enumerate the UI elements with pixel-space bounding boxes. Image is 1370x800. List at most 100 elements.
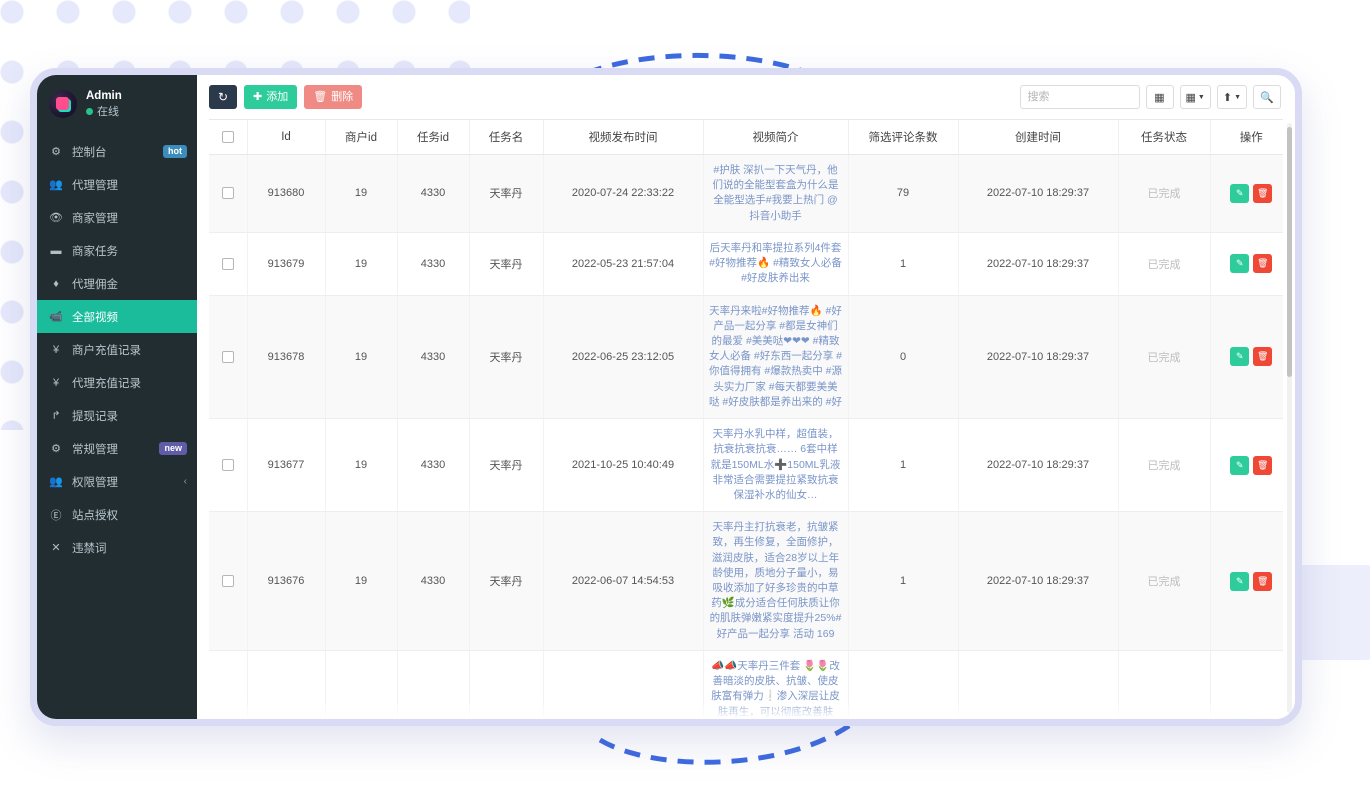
sidebar-item-12[interactable]: ✕ 违禁词	[37, 531, 197, 564]
status-badge: 已完成	[1147, 460, 1181, 473]
sidebar-item-11[interactable]: Ⓔ 站点授权	[37, 498, 197, 531]
sidebar-item-5[interactable]: 📹 全部视频	[37, 300, 197, 334]
sidebar-item-label: 提现记录	[72, 410, 118, 423]
add-button-label: 添加	[266, 90, 289, 103]
cell-task_name: 天率丹	[468, 154, 543, 233]
sidebar-item-3[interactable]: ▬ 商家任务	[37, 234, 197, 267]
table-row[interactable]: 913679 19 4330 天率丹 2022-05-23 21:57:04 后天率丹和率…	[209, 232, 1283, 296]
sidebar-item-7[interactable]: ¥ 代理充值记录	[37, 366, 197, 399]
table-row[interactable]: 913677 19 4330 天率丹 2021-10-25 10:40:49 天率丹水乳中…	[209, 418, 1283, 513]
columns-toggle-button[interactable]: ▦	[1145, 85, 1174, 109]
video-description[interactable]: 后天率丹和率提拉系列4件套#好物推荐🔥 #精致女人必备 #好皮肤养出来	[709, 241, 842, 285]
vertical-scrollbar-thumb[interactable]	[1287, 127, 1292, 377]
sidebar-user-profile[interactable]: Admin 在线	[37, 75, 197, 131]
sidebar-item-0[interactable]: ⚙ 控制台 hot	[37, 135, 197, 168]
video-description[interactable]: #护肤 深扒一下天气丹，他们说的全能型套盒为什么是全能型选手#我要上热门 @抖音…	[712, 164, 839, 222]
edit-row-button[interactable]: ✎	[1230, 571, 1250, 591]
refresh-button[interactable]: ↻	[209, 85, 237, 109]
table-row[interactable]: 913675194330天率丹2022-06-12 17:50:48📣📣天率丹三…	[209, 650, 1283, 719]
video-description[interactable]: 天率丹来啦#好物推荐🔥 #好产品一起分享 #都是女神们的最爱 #美美哒❤❤❤ #…	[708, 304, 842, 408]
column-header-10: 操作	[1209, 119, 1283, 155]
table-row[interactable]: 913676 19 4330 天率丹 2022-06-07 14:54:53 天率丹主打抗…	[209, 511, 1283, 651]
delete-row-button[interactable]: 🗑	[1253, 455, 1273, 475]
cell-create_time: 2022-07-10 18:29:37	[957, 418, 1118, 513]
checkbox-icon[interactable]	[221, 575, 234, 588]
delete-row-button[interactable]: 🗑	[1253, 571, 1273, 591]
row-select-cell[interactable]	[209, 418, 247, 513]
cell-status: 已完成	[1117, 295, 1210, 420]
video-description[interactable]: 📣📣天率丹三件套 🌷🌷改善暗淡的皮肤、抗皱、使皮肤富有弹力❕渗入深层让皮肤再生，…	[711, 659, 840, 718]
table-scroll-container[interactable]: Id 商户id 任务id 任务名 视频发布时间 视频简介 筛选评论条数 创建时间 任务状态 操作 …	[209, 119, 1283, 719]
browser-window-frame: Admin 在线 ⚙ 控制台 hot 👥 代理管理 👁 商家管理 ▬ 商家任务 ♦ 代理佣金 📹 全部视…	[30, 68, 1302, 726]
column-header-7: 筛选评论条数	[847, 119, 958, 155]
edit-row-button[interactable]: ✎	[1230, 717, 1250, 719]
user-name: Admin	[86, 90, 122, 102]
cell-comment_count: 1	[847, 232, 958, 296]
sidebar-item-4[interactable]: ♦ 代理佣金	[37, 267, 197, 300]
row-select-cell[interactable]	[209, 650, 247, 719]
sidebar-item-label: 商户充值记录	[72, 344, 141, 357]
edit-row-button[interactable]: ✎	[1230, 455, 1250, 475]
sidebar-item-1[interactable]: 👥 代理管理	[37, 168, 197, 201]
column-header-8: 创建时间	[957, 119, 1118, 155]
cell-publish_time: 2022-05-23 21:57:04	[542, 232, 703, 296]
license-icon: Ⓔ	[50, 509, 62, 522]
cell-actions: ✎🗑	[1209, 295, 1283, 420]
search-input[interactable]	[1019, 85, 1140, 109]
sidebar-item-label: 控制台	[72, 146, 107, 159]
checkbox-icon[interactable]	[221, 187, 234, 200]
row-select-cell[interactable]	[209, 232, 247, 296]
sidebar-item-10[interactable]: 👥 权限管理 ‹	[37, 465, 197, 498]
sidebar-item-6[interactable]: ¥ 商户充值记录	[37, 333, 197, 366]
cell-create_time: 2022-07-10 18:29:37	[957, 650, 1118, 719]
delete-row-button[interactable]: 🗑	[1253, 347, 1273, 367]
delete-row-button[interactable]: 🗑	[1253, 254, 1273, 274]
column-header-6: 视频简介	[702, 119, 848, 155]
cell-create_time: 2022-07-10 18:29:37	[957, 511, 1118, 651]
cell-comment_count: 79	[847, 154, 958, 233]
checkbox-icon[interactable]	[221, 257, 234, 270]
checkbox-icon[interactable]	[221, 130, 234, 143]
select-all-checkbox[interactable]	[209, 119, 247, 155]
sidebar-item-8[interactable]: ↱ 提现记录	[37, 399, 197, 432]
edit-row-button[interactable]: ✎	[1230, 254, 1250, 274]
sidebar-item-9[interactable]: ⚙ 常规管理 new	[37, 432, 197, 465]
sidebar-nav: ⚙ 控制台 hot 👥 代理管理 👁 商家管理 ▬ 商家任务 ♦ 代理佣金 📹 全部视频 ¥ 商户充值记录 ¥…	[37, 135, 197, 564]
checkbox-icon[interactable]	[221, 350, 234, 363]
video-description[interactable]: 天率丹主打抗衰老，抗皱紧致，再生修复，全面修护，滋润皮肤，适合28岁以上年龄使用…	[709, 521, 842, 640]
row-select-cell[interactable]	[209, 511, 247, 651]
table-body: 913680 19 4330 天率丹 2020-07-24 22:33:22 #护肤 深扒…	[209, 154, 1283, 719]
delete-button[interactable]: 🗑 删除	[304, 85, 363, 109]
yuan-icon: ¥	[52, 343, 60, 356]
cell-task_name: 天率丹	[468, 650, 543, 719]
grid-view-button[interactable]: ▦ ▼	[1179, 85, 1211, 109]
sidebar-item-label: 代理管理	[72, 179, 118, 192]
delete-row-button[interactable]: 🗑	[1253, 183, 1273, 203]
trash-icon: 🗑	[313, 90, 328, 103]
export-button[interactable]: ⬆ ▼	[1216, 85, 1247, 109]
search-button[interactable]: 🔍	[1253, 85, 1281, 109]
delete-row-button[interactable]: 🗑	[1253, 717, 1273, 719]
cell-publish_time: 2020-07-24 22:33:22	[542, 154, 703, 233]
row-select-cell[interactable]	[209, 154, 247, 233]
video-description[interactable]: 天率丹水乳中样，超值装，抗衰抗衰抗衰…… 6套中样就是150ML水➕150ML乳…	[710, 428, 841, 501]
cell-create_time: 2022-07-10 18:29:37	[957, 295, 1118, 420]
yuan-icon: ¥	[52, 376, 60, 389]
checkbox-icon[interactable]	[221, 459, 234, 472]
edit-row-button[interactable]: ✎	[1230, 183, 1250, 203]
sidebar-item-label: 代理充值记录	[72, 377, 141, 390]
cell-comment_count: 1	[847, 418, 958, 513]
table-row[interactable]: 913680 19 4330 天率丹 2020-07-24 22:33:22 #护肤 深扒…	[209, 154, 1283, 233]
vertical-scrollbar-track[interactable]	[1287, 123, 1292, 713]
sidebar-item-2[interactable]: 👁 商家管理	[37, 201, 197, 234]
cell-publish_time: 2022-06-12 17:50:48	[542, 650, 703, 719]
sidebar-item-badge: new	[159, 442, 187, 456]
row-select-cell[interactable]	[209, 295, 247, 420]
permission-icon: 👥	[49, 476, 63, 489]
settings-icon: ⚙	[51, 443, 61, 456]
edit-row-button[interactable]: ✎	[1230, 347, 1250, 367]
add-button[interactable]: ✚ 添加	[244, 85, 298, 109]
chevron-left-icon: ‹	[183, 476, 187, 488]
table-row[interactable]: 913678 19 4330 天率丹 2022-06-25 23:12:05 天率丹来啦#…	[209, 295, 1283, 420]
